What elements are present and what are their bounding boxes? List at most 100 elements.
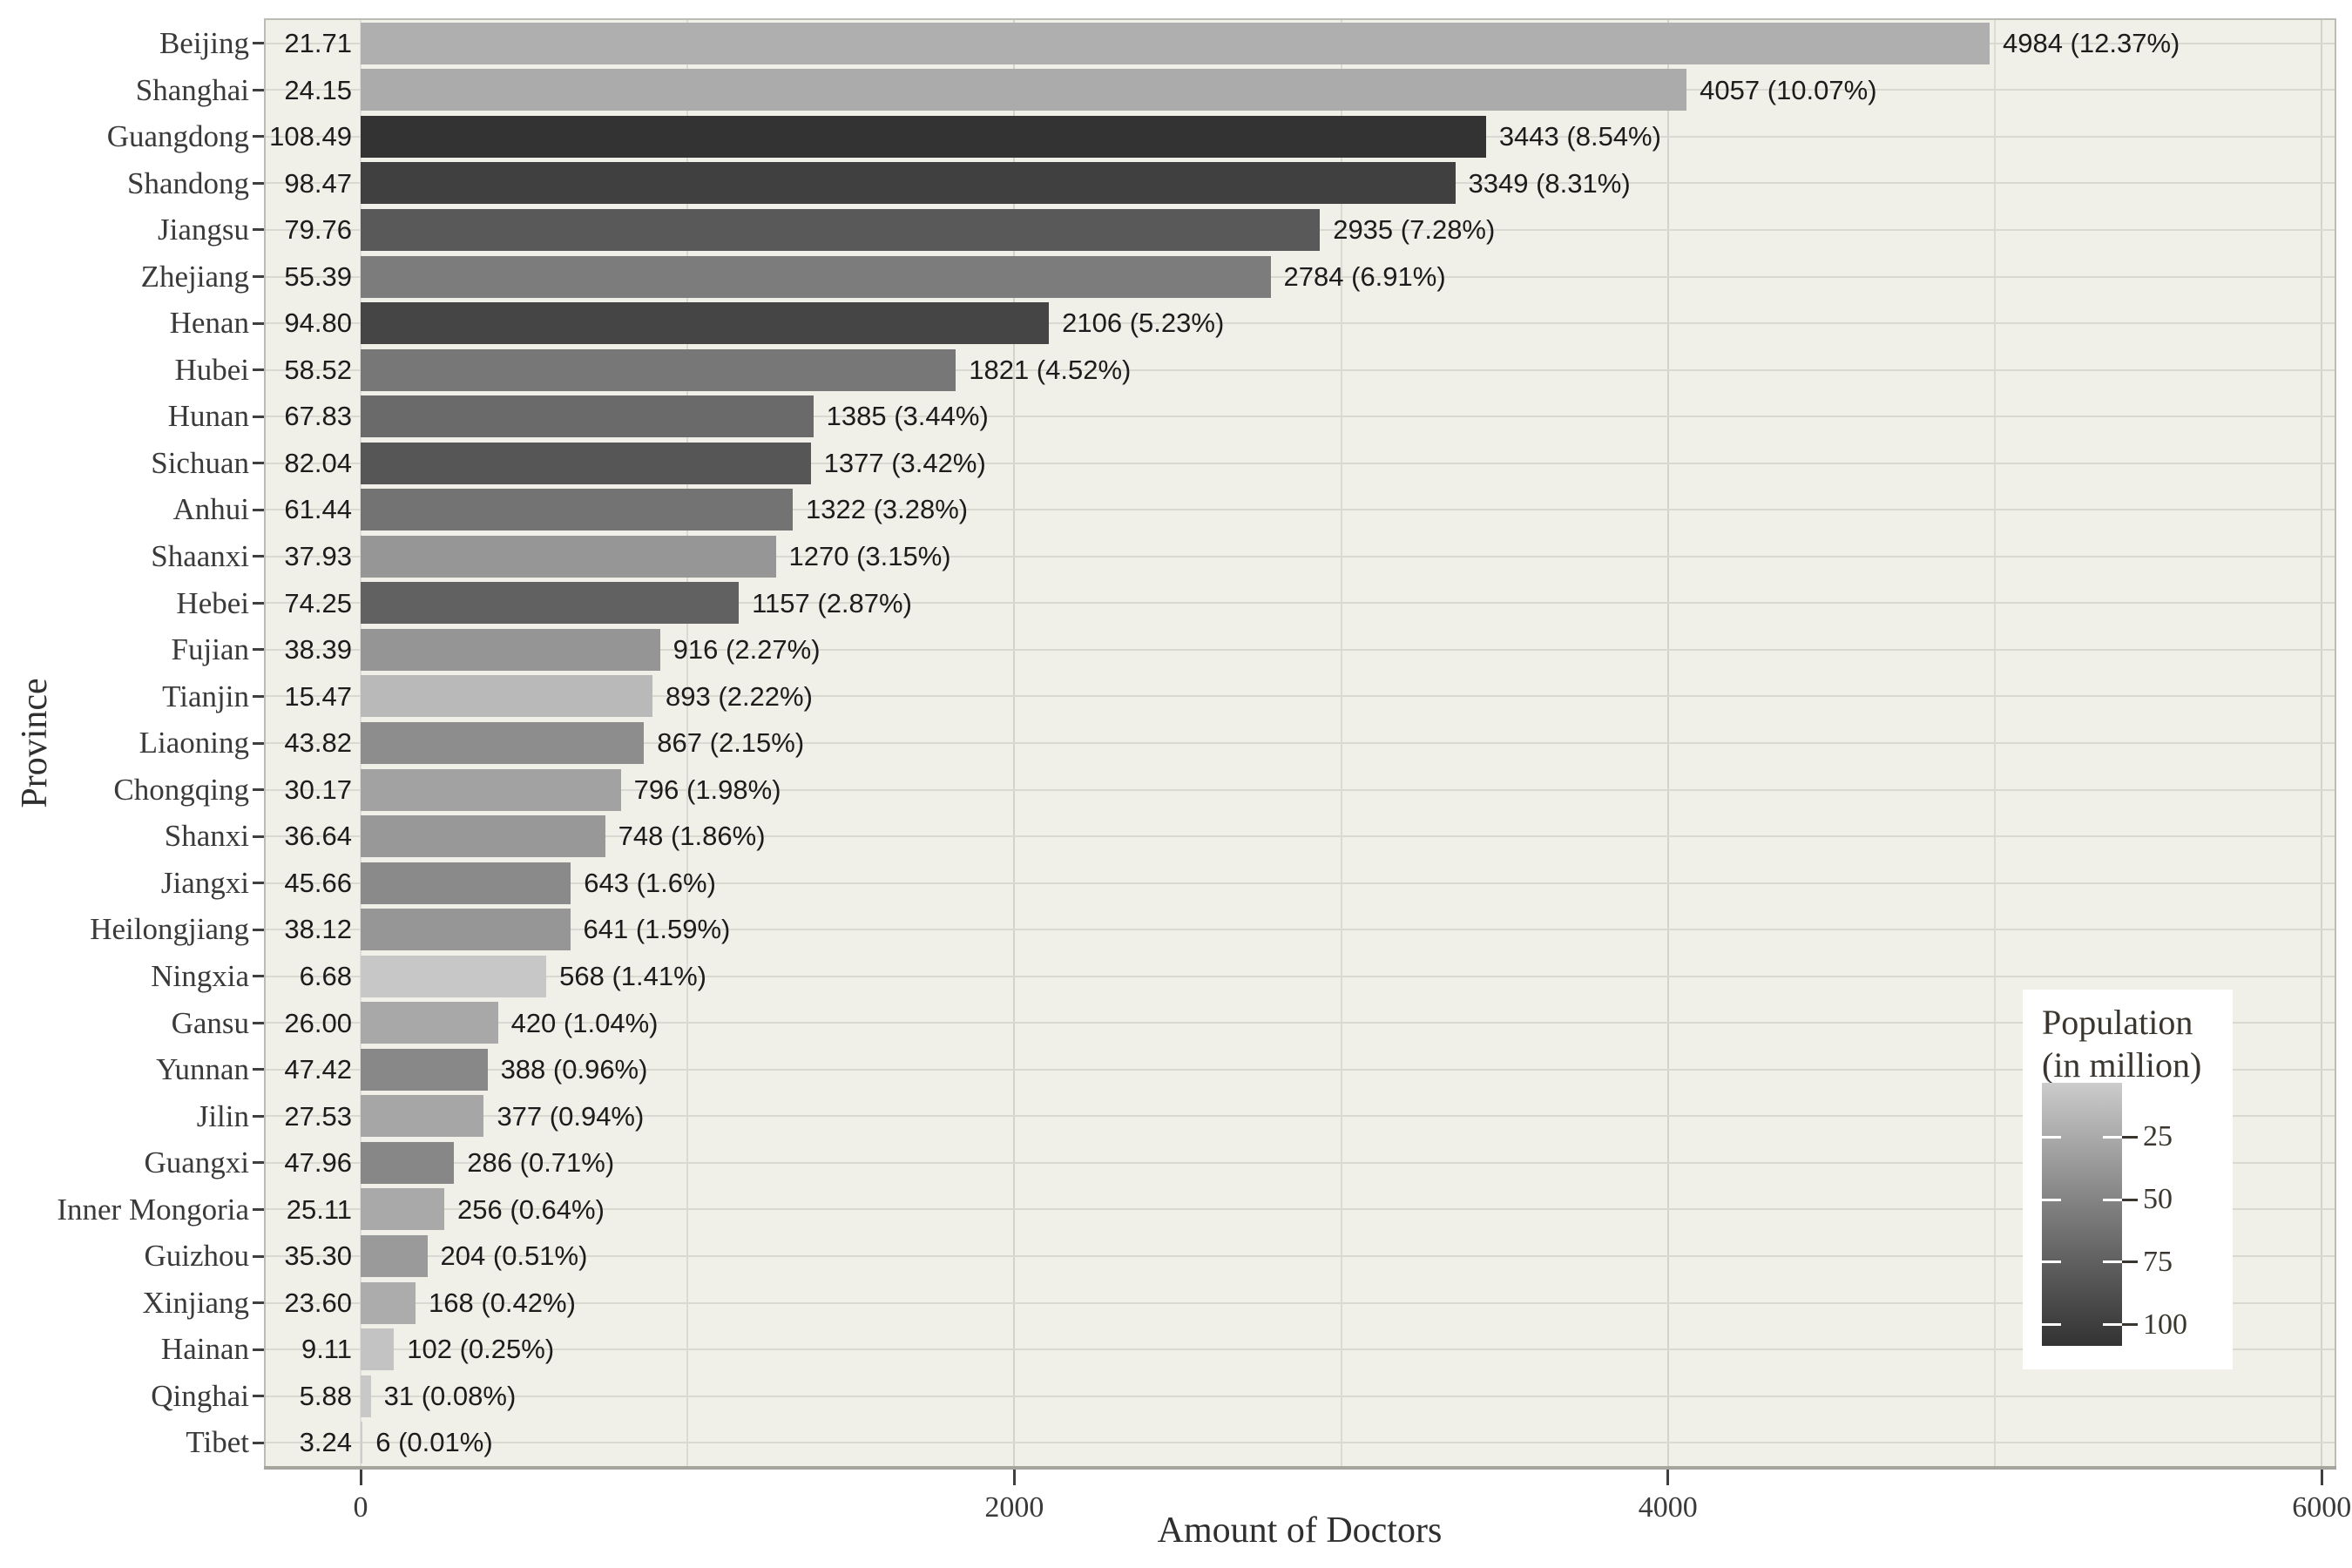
gridline-row	[266, 1255, 2335, 1258]
population-label: 47.96	[284, 1147, 352, 1179]
doctors-label: 168 (0.42%)	[429, 1287, 576, 1318]
population-label: 26.00	[284, 1007, 352, 1038]
doctors-label: 643 (1.6%)	[584, 867, 716, 898]
doctors-label: 1322 (3.28%)	[806, 494, 969, 525]
y-tick	[253, 1114, 266, 1118]
legend-tick-label: 75	[2143, 1245, 2173, 1278]
y-axis-category-label: Tianjin	[162, 679, 249, 713]
population-label: 58.52	[284, 354, 352, 385]
y-axis-category-label: Henan	[169, 306, 249, 341]
legend-title-line-1: Population	[2042, 1003, 2193, 1042]
doctors-label: 1270 (3.15%)	[788, 541, 951, 572]
bar-hunan	[361, 395, 814, 438]
doctors-label: 256 (0.64%)	[457, 1193, 605, 1225]
y-tick	[253, 1068, 266, 1071]
gridline-row	[266, 555, 2335, 558]
x-tick-6000	[2320, 1470, 2323, 1485]
bar-guangxi	[361, 1141, 455, 1184]
gridline-row	[266, 1115, 2335, 1118]
legend-tick-white-right	[2103, 1323, 2122, 1327]
gridline-row	[266, 462, 2335, 464]
y-tick	[253, 1301, 266, 1305]
gridline-row	[266, 1442, 2335, 1444]
y-axis-category-label: Sichuan	[151, 445, 249, 480]
bar-heilongjiang	[361, 909, 571, 951]
population-label: 9.11	[301, 1334, 352, 1365]
bar-tianjin	[361, 675, 653, 718]
bar-shanghai	[361, 69, 1687, 112]
y-axis-category-label: Liaoning	[139, 726, 249, 760]
y-tick	[253, 1254, 266, 1258]
bar-zhejiang	[361, 255, 1271, 298]
doctors-label: 31 (0.08%)	[383, 1380, 517, 1411]
y-axis-category-label: Qinghai	[151, 1378, 249, 1413]
bar-tibet	[361, 1422, 363, 1464]
legend-tick-white-right	[2103, 1198, 2122, 1201]
bar-anhui	[361, 489, 793, 531]
population-label: 67.83	[284, 401, 352, 432]
y-axis-category-label: Hunan	[167, 399, 249, 434]
gridline-row	[266, 975, 2335, 977]
x-axis-line	[264, 1466, 2336, 1470]
population-label: 21.71	[284, 28, 352, 58]
bar-hebei	[361, 582, 740, 625]
gridline-row	[266, 882, 2335, 884]
y-tick	[253, 741, 266, 745]
y-axis-category-label: Yunnan	[156, 1052, 249, 1087]
doctors-label: 748 (1.86%)	[618, 821, 766, 852]
gridline-row	[266, 1348, 2335, 1351]
y-tick	[253, 1207, 266, 1211]
x-tick-label: 4000	[1638, 1491, 1698, 1524]
gridline-row	[266, 929, 2335, 931]
y-axis-category-label: Shandong	[127, 166, 249, 200]
legend-tick-white-right	[2103, 1260, 2122, 1264]
bar-chongqing	[361, 768, 621, 811]
population-label: 74.25	[284, 587, 352, 618]
y-tick	[253, 555, 266, 558]
gridline-row	[266, 1161, 2335, 1164]
y-tick	[253, 275, 266, 279]
population-label: 5.88	[299, 1380, 352, 1411]
bar-liaoning	[361, 722, 645, 764]
gridline-row	[266, 788, 2335, 791]
population-label: 3.24	[299, 1427, 352, 1458]
y-axis-category-label: Hebei	[176, 585, 249, 620]
gridline-row	[266, 602, 2335, 605]
legend: Population (in million) 25 50 75 100	[2023, 990, 2233, 1369]
y-tick	[253, 1441, 266, 1444]
y-tick	[253, 928, 266, 931]
bar-ningxia	[361, 955, 547, 997]
gridline-row	[266, 1022, 2335, 1024]
y-tick	[253, 462, 266, 465]
y-axis-category-label: Xinjiang	[142, 1285, 249, 1320]
y-tick	[253, 368, 266, 372]
legend-tick-white-right	[2103, 1135, 2122, 1139]
y-tick	[253, 88, 266, 91]
y-tick	[253, 508, 266, 511]
plot-panel: 21.71 4984 (12.37%) 24.15 4057 (10.07%) 108.…	[266, 20, 2335, 1466]
legend-title: Population (in million)	[2042, 1002, 2201, 1087]
y-axis-category-label: Gansu	[171, 1005, 249, 1040]
y-axis-category-label: Guangxi	[144, 1146, 249, 1180]
doctors-label: 1821 (4.52%)	[969, 354, 1132, 385]
doctors-label: 6 (0.01%)	[375, 1427, 493, 1458]
x-tick-4000	[1666, 1470, 1670, 1485]
doctors-label: 204 (0.51%)	[440, 1240, 588, 1272]
x-tick-2000	[1012, 1470, 1016, 1485]
gridline-row	[266, 835, 2335, 838]
population-label: 25.11	[286, 1193, 352, 1225]
gridline-row	[266, 695, 2335, 698]
y-tick	[253, 1395, 266, 1398]
y-axis-category-label: Chongqing	[113, 772, 249, 807]
gridline-row	[266, 322, 2335, 325]
y-axis-category-label: Fujian	[171, 632, 249, 667]
gridline-row	[266, 742, 2335, 744]
y-axis-category-label: Jilin	[196, 1098, 249, 1133]
y-axis-category-label: Guangdong	[106, 119, 249, 154]
y-tick	[253, 42, 266, 45]
doctors-label: 4984 (12.37%)	[2002, 28, 2180, 58]
bar-hainan	[361, 1328, 395, 1371]
y-axis-category-label: Zhejiang	[140, 259, 249, 294]
x-tick-0	[359, 1470, 362, 1485]
y-tick	[253, 321, 266, 325]
